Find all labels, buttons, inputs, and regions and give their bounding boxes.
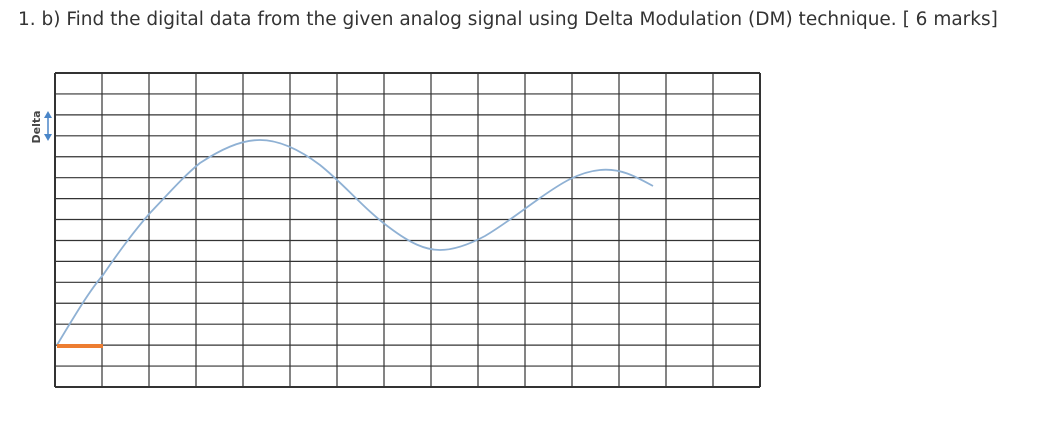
delta-arrow [44, 111, 52, 141]
question-text: 1. b) Find the digital data from the giv… [18, 9, 998, 30]
grid [54, 72, 761, 388]
analog-signal [56, 139, 654, 346]
delta-label: Delta [30, 110, 43, 143]
